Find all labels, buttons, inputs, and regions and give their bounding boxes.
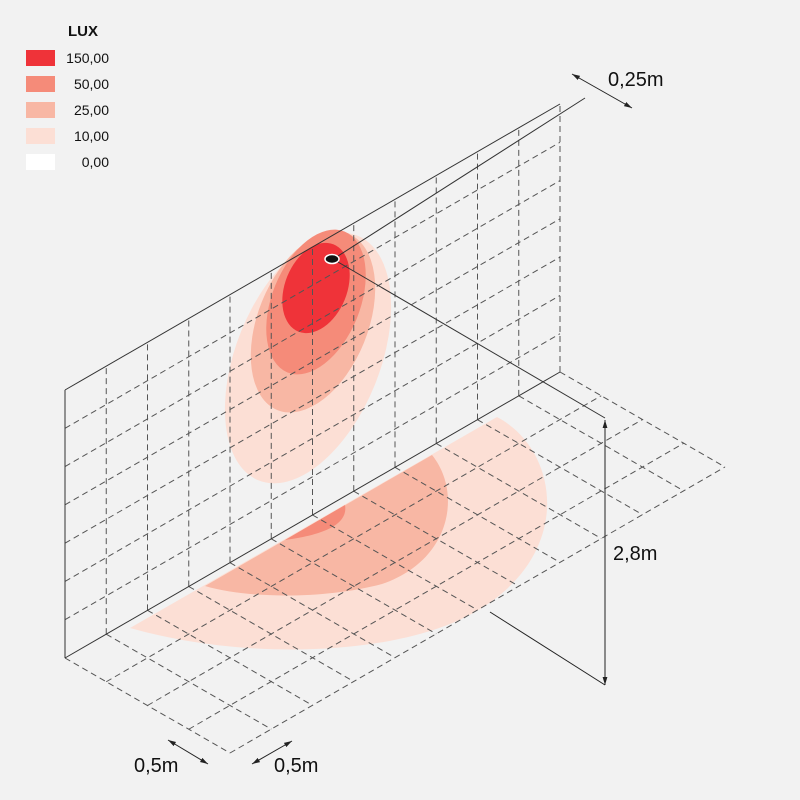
legend-label: 25,00 <box>74 102 109 118</box>
grid-line <box>106 633 272 730</box>
grid-line <box>436 443 602 539</box>
leader-line <box>337 97 586 257</box>
grid-line <box>64 103 561 391</box>
legend: 150,00 50,00 25,00 10,00 0,00 <box>26 50 109 170</box>
grid-line <box>105 395 602 683</box>
legend-swatch <box>26 128 55 144</box>
luminaire <box>324 253 340 265</box>
grid <box>64 103 726 754</box>
grid-line <box>64 218 561 506</box>
contour-150 <box>282 242 350 334</box>
dimension-line <box>251 740 293 765</box>
grid-line <box>64 256 561 544</box>
dimension-label: 0,5m <box>134 755 178 777</box>
legend-swatch <box>26 154 55 170</box>
grid-line <box>271 538 437 635</box>
legend-label: 10,00 <box>74 128 109 144</box>
dimension-label: 0,5m <box>274 755 318 777</box>
dimension-line <box>167 739 209 765</box>
grid-line <box>64 180 561 468</box>
grid-line <box>64 371 561 659</box>
grid-line <box>477 419 643 516</box>
legend-title: LUX <box>68 23 98 40</box>
dimension-label: 2,8m <box>613 543 657 565</box>
grid-line <box>147 419 643 706</box>
legend-swatch <box>26 50 55 66</box>
extension-line <box>489 611 606 686</box>
grid-line <box>64 333 561 621</box>
legend-label: 0,00 <box>82 154 109 170</box>
legend-swatch <box>26 76 55 92</box>
legend-label: 150,00 <box>66 50 109 66</box>
grid-line <box>64 141 561 429</box>
legend-swatch <box>26 102 55 118</box>
floor-contours <box>130 417 548 650</box>
grid-line <box>229 466 726 754</box>
grid-line <box>64 294 561 582</box>
leader-line <box>337 261 606 419</box>
grid-line <box>188 442 685 730</box>
dimension-label: 0,25m <box>608 69 664 91</box>
dimension-line <box>571 73 633 109</box>
contour-50 <box>285 505 346 540</box>
legend-label: 50,00 <box>74 76 109 92</box>
